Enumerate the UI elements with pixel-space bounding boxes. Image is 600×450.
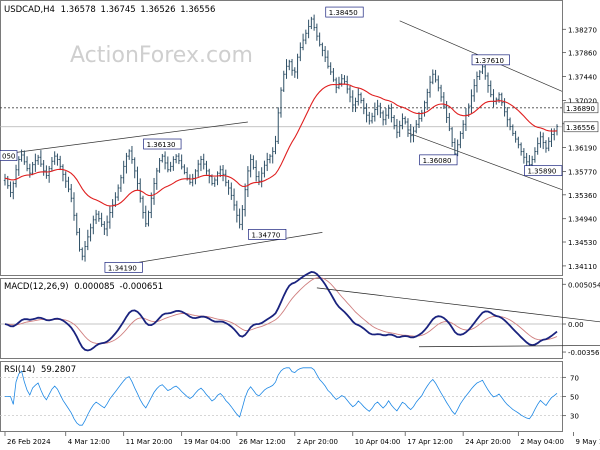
price-panel-title: USDCAD,H4 1.36578 1.36745 1.36526 1.3655…: [4, 5, 215, 15]
time-tick-label: 4 Mar 12:00: [68, 438, 110, 446]
time-tick-label: 26 Feb 2024: [7, 438, 51, 446]
price-annotation-label: 1.34770: [251, 231, 280, 239]
current-price-label: 1.36556: [566, 124, 595, 132]
rsi-panel-title: RSI(14) 59.2807: [4, 365, 76, 375]
price-tick-label: 1.34110: [568, 263, 597, 271]
trend-line: [4, 121, 248, 155]
price-annotations: 1.34190 1.36130 1.34770 1.38450 1.36080 1.376…: [104, 6, 563, 273]
price-annotation-box: [524, 165, 563, 177]
time-tick-label: 11 Mar 20:00: [126, 438, 173, 446]
macd-tick-label: 0.00: [568, 321, 584, 329]
rsi-tick-label: 70: [570, 374, 579, 382]
macd-trend-line: [316, 287, 600, 323]
time-tick-label: 19 Mar 04:00: [184, 438, 231, 446]
level-label: 1.36890: [566, 105, 595, 113]
rsi-tick-label: 50: [570, 394, 579, 402]
price-annotation-box: [104, 262, 143, 273]
macd-trend-line: [418, 345, 600, 348]
price-annotation-label: 1.36130: [147, 141, 176, 149]
trend-line: [123, 231, 323, 266]
macd-lines: [0, 270, 600, 352]
rsi-lines: [0, 367, 562, 426]
price-annotation-label: 1.37610: [475, 57, 504, 65]
macd-main-line: [4, 270, 558, 352]
time-tick-label: 26 Mar 12:00: [239, 438, 286, 446]
price-annotation-box: [419, 154, 458, 166]
macd-panel-frame: [0, 278, 563, 359]
trend-line: [407, 132, 563, 191]
left-edge-label: 050: [2, 153, 15, 161]
time-tick-label: 10 Apr 04:00: [355, 438, 401, 446]
time-tick-label: 17 Apr 12:00: [407, 438, 453, 446]
left-edge-label-box: [0, 150, 18, 161]
price-annotation-box: [143, 138, 182, 150]
time-tick-label: 2 May 04:00: [520, 438, 564, 446]
macd-axis: 0.005054 0.00 -0.003569: [562, 281, 600, 357]
price-tick-label: 1.36190: [568, 145, 597, 153]
price-tick-label: 1.35770: [568, 168, 597, 176]
price-annotation-label: 1.35890: [527, 168, 556, 176]
macd-tick-label: -0.003569: [568, 349, 600, 357]
price-tick-label: 1.38270: [568, 26, 597, 34]
level-label-box: [563, 102, 599, 114]
price-tick-label: 1.34940: [568, 216, 597, 224]
price-tick-label: 1.35360: [568, 192, 597, 200]
price-tick-label: 1.34530: [568, 239, 597, 247]
rsi-axis: 70 50 30: [562, 374, 579, 421]
price-annotation-label: 1.38450: [329, 9, 358, 17]
price-tick-label: 1.37440: [568, 74, 597, 82]
time-tick-label: 24 Apr 20:00: [465, 438, 511, 446]
time-tick-label: 9 May 12:00: [576, 438, 600, 446]
rsi-tick-label: 30: [570, 413, 579, 421]
price-annotation-label: 1.36080: [423, 157, 452, 165]
price-tick-label: 1.37860: [568, 50, 597, 58]
macd-signal-line: [4, 277, 558, 344]
moving-average-line: [4, 83, 558, 207]
price-tick-label: 1.37020: [568, 97, 597, 105]
current-price-box: [563, 121, 599, 133]
price-annotation-box: [325, 6, 364, 18]
price-annotation-box: [471, 54, 510, 66]
macd-panel-title: MACD(12,26,9) 0.000085 -0.000651: [4, 282, 163, 292]
price-annotation-box: [248, 229, 287, 240]
macd-tick-label: 0.005054: [568, 281, 600, 289]
candles: [3, 14, 559, 262]
watermark: ActionForex.com: [70, 43, 253, 68]
price-axis: 1.382701.378601.374401.370201.366101.361…: [0, 26, 599, 271]
rsi-line: [5, 367, 558, 426]
time-tick-label: 2 Apr 20:00: [297, 438, 338, 446]
time-axis: 26 Feb 2024 4 Mar 12:00 11 Mar 20:00 19 Mar…: [4, 432, 600, 446]
price-annotation-label: 1.34190: [108, 264, 137, 272]
